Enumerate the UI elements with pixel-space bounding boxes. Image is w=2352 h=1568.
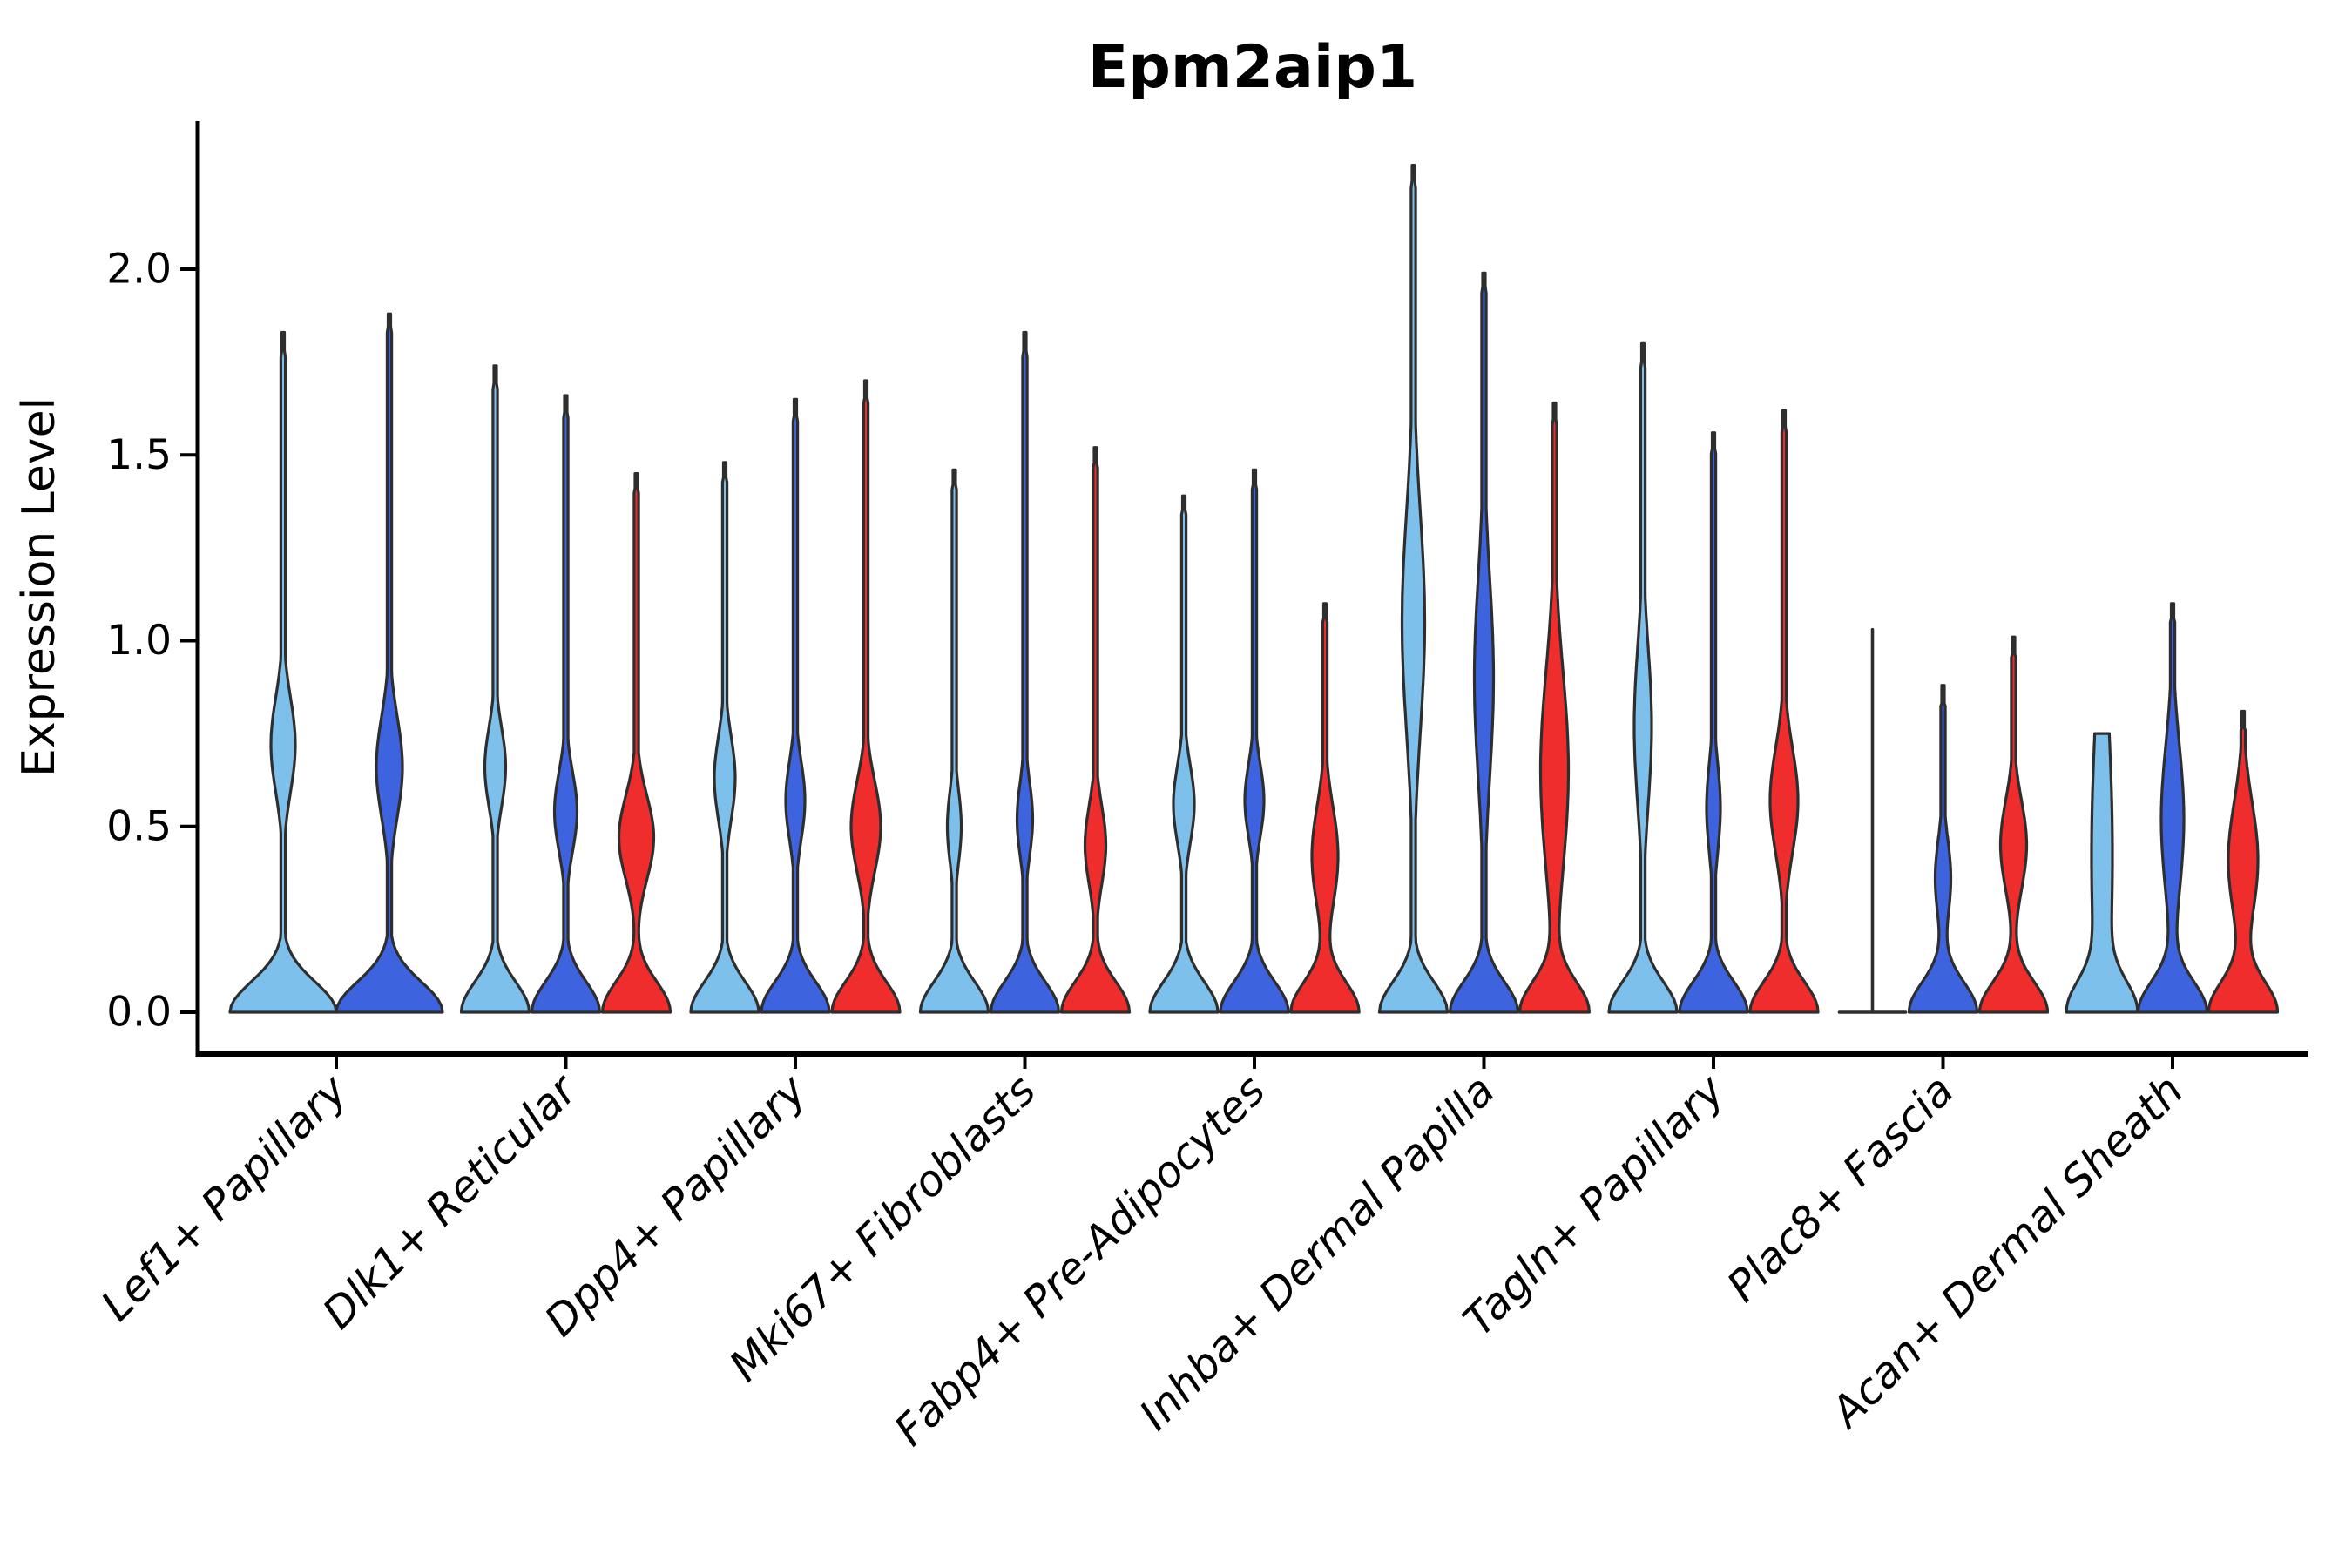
violin-mki67-fibroblasts-light_blue	[918, 468, 990, 1014]
violin-dlk1-reticular-red	[600, 472, 672, 1014]
y-tick-label: 1.5	[106, 431, 172, 479]
violin-plac8-fascia-red	[1977, 635, 2050, 1014]
y-axis-ticks: 0.0 0.5 1.0 1.5 2.0	[106, 246, 198, 1037]
x-tick-label-fabp4-pre-adipocytes: Fabp4+ Pre-Adipocytes	[885, 1065, 1275, 1456]
x-tick-label-plac8-fascia: Plac8+ Fascia	[1718, 1065, 1963, 1311]
violin-dpp4-papillary-dark_blue	[760, 397, 831, 1014]
violin-plac8-fascia-light_blue	[1837, 627, 1908, 1014]
violin-lef1-papillary-dark_blue	[335, 312, 444, 1014]
violin-acan-dermal-sheath-light_blue	[2065, 732, 2139, 1014]
violin-acan-dermal-sheath-dark_blue	[2137, 602, 2208, 1014]
violin-tagln-papillary-dark_blue	[1678, 431, 1749, 1014]
violin-mki67-fibroblasts-dark_blue	[989, 330, 1061, 1014]
violin-lef1-papillary-light_blue	[228, 330, 338, 1014]
violin-inhba-dermal-papilla-red	[1518, 401, 1591, 1014]
x-tick-label-lef1-papillary: Lef1+ Papillary	[91, 1064, 357, 1330]
violin-fabp4-pre-adipocytes-red	[1289, 602, 1361, 1014]
violin-fabp4-pre-adipocytes-light_blue	[1148, 494, 1220, 1014]
violin-tagln-papillary-light_blue	[1607, 341, 1679, 1014]
violin-mki67-fibroblasts-red	[1059, 446, 1132, 1014]
y-tick-label: 2.0	[106, 246, 172, 294]
violin-dlk1-reticular-light_blue	[459, 364, 531, 1014]
x-tick-label-dlk1-reticular: Dlk1+ Reticular	[313, 1064, 587, 1338]
violins-layer	[228, 164, 2280, 1014]
y-tick-label: 0.5	[106, 802, 172, 850]
violin-inhba-dermal-papilla-light_blue	[1377, 164, 1450, 1014]
violin-tagln-papillary-red	[1748, 409, 1820, 1014]
y-tick-label: 0.0	[106, 989, 172, 1037]
violin-inhba-dermal-papilla-dark_blue	[1448, 271, 1520, 1014]
violin-dlk1-reticular-dark_blue	[530, 394, 602, 1014]
axes-layer	[195, 121, 2308, 1057]
violin-dpp4-papillary-light_blue	[689, 461, 760, 1014]
y-tick-label: 1.0	[106, 617, 172, 665]
chart-title: Epm2aip1	[1088, 33, 1417, 102]
violin-dpp4-papillary-red	[830, 379, 902, 1014]
y-axis-label: Expression Level	[13, 397, 65, 777]
violin-acan-dermal-sheath-red	[2207, 709, 2280, 1014]
violin-plac8-fascia-dark_blue	[1907, 684, 1979, 1014]
violin-fabp4-pre-adipocytes-dark_blue	[1219, 468, 1290, 1014]
